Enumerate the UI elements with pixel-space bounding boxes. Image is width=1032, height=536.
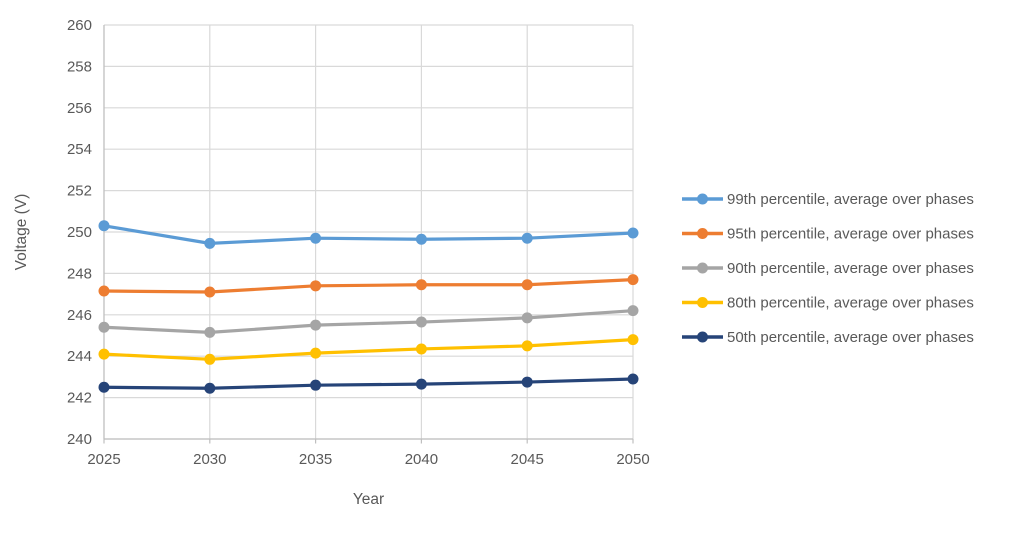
x-tick-label: 2035 <box>299 451 332 468</box>
series-line-50th-percentile <box>102 377 635 390</box>
data-point-95th-percentile-2050 <box>627 274 639 286</box>
data-point-95th-percentile-2035 <box>310 280 322 292</box>
legend-marker-dot <box>697 331 708 343</box>
y-tick-label: 248 <box>67 265 92 282</box>
data-point-80th-percentile-2050 <box>627 334 639 346</box>
legend-marker-dot <box>697 193 708 205</box>
y-tick-label: 256 <box>67 100 92 117</box>
series-line-80th-percentile <box>102 338 635 361</box>
data-point-90th-percentile-2035 <box>310 319 322 331</box>
y-tick-label: 260 <box>67 17 92 34</box>
data-point-50th-percentile-2025 <box>98 381 110 393</box>
data-point-99th-percentile-2040 <box>415 233 427 245</box>
data-point-90th-percentile-2030 <box>204 326 216 338</box>
data-point-95th-percentile-2040 <box>415 279 427 291</box>
legend: 99th percentile, average over phases 95th… <box>682 191 974 346</box>
legend-label: 50th percentile, average over phases <box>727 329 974 346</box>
x-tick-label: 2025 <box>87 451 120 468</box>
data-point-99th-percentile-2050 <box>627 227 639 239</box>
legend-label: 95th percentile, average over phases <box>727 226 974 243</box>
legend-label: 99th percentile, average over phases <box>727 191 974 208</box>
data-point-50th-percentile-2045 <box>521 376 533 388</box>
data-point-99th-percentile-2025 <box>98 220 110 232</box>
y-axis-title: Voltage (V) <box>13 194 30 271</box>
y-tick-label: 244 <box>67 348 92 365</box>
x-tick-label: 2030 <box>193 451 226 468</box>
legend-marker-dot <box>697 297 708 308</box>
y-tick-label: 258 <box>67 58 92 75</box>
legend-label: 90th percentile, average over phases <box>727 260 974 277</box>
data-point-80th-percentile-2045 <box>521 340 533 352</box>
data-point-50th-percentile-2050 <box>627 373 639 385</box>
data-point-90th-percentile-2050 <box>627 305 639 317</box>
data-point-99th-percentile-2045 <box>521 232 533 244</box>
data-point-99th-percentile-2035 <box>310 232 322 244</box>
y-tick-label: 254 <box>67 141 92 158</box>
series-line-95th-percentile <box>102 278 635 294</box>
data-point-90th-percentile-2025 <box>98 321 110 333</box>
data-point-80th-percentile-2030 <box>204 353 216 365</box>
x-tick-label: 2040 <box>405 451 438 468</box>
legend-item-50th-percentile: 50th percentile, average over phases <box>682 329 974 346</box>
y-tick-label: 250 <box>67 224 92 241</box>
data-point-99th-percentile-2030 <box>204 237 216 249</box>
legend-marker-dot <box>697 262 708 274</box>
legend-item-99th-percentile: 99th percentile, average over phases <box>682 191 974 208</box>
data-point-80th-percentile-2025 <box>98 348 110 360</box>
y-tick-label: 252 <box>67 183 92 200</box>
legend-item-90th-percentile: 90th percentile, average over phases <box>682 260 974 277</box>
x-tick-label: 2050 <box>616 451 649 468</box>
y-tick-label: 242 <box>67 390 92 407</box>
data-point-80th-percentile-2035 <box>310 347 322 359</box>
data-point-50th-percentile-2035 <box>310 379 322 391</box>
legend-item-95th-percentile: 95th percentile, average over phases <box>682 226 974 243</box>
legend-item-80th-percentile: 80th percentile, average over phases <box>682 295 974 312</box>
data-point-50th-percentile-2030 <box>204 382 216 394</box>
legend-marker-dot <box>697 228 708 239</box>
series-line-99th-percentile <box>102 224 635 245</box>
data-point-95th-percentile-2030 <box>204 286 216 298</box>
data-point-95th-percentile-2045 <box>521 279 533 291</box>
data-point-90th-percentile-2045 <box>521 312 533 324</box>
y-tick-label: 246 <box>67 307 92 324</box>
y-tick-label: 240 <box>67 431 92 448</box>
data-point-80th-percentile-2040 <box>415 343 427 355</box>
x-axis-title: Year <box>353 491 384 508</box>
data-point-90th-percentile-2040 <box>415 316 427 328</box>
data-point-50th-percentile-2040 <box>415 378 427 390</box>
legend-label: 80th percentile, average over phases <box>727 295 974 312</box>
data-point-95th-percentile-2025 <box>98 285 110 297</box>
x-tick-label: 2045 <box>511 451 544 468</box>
series-line-90th-percentile <box>102 309 635 334</box>
